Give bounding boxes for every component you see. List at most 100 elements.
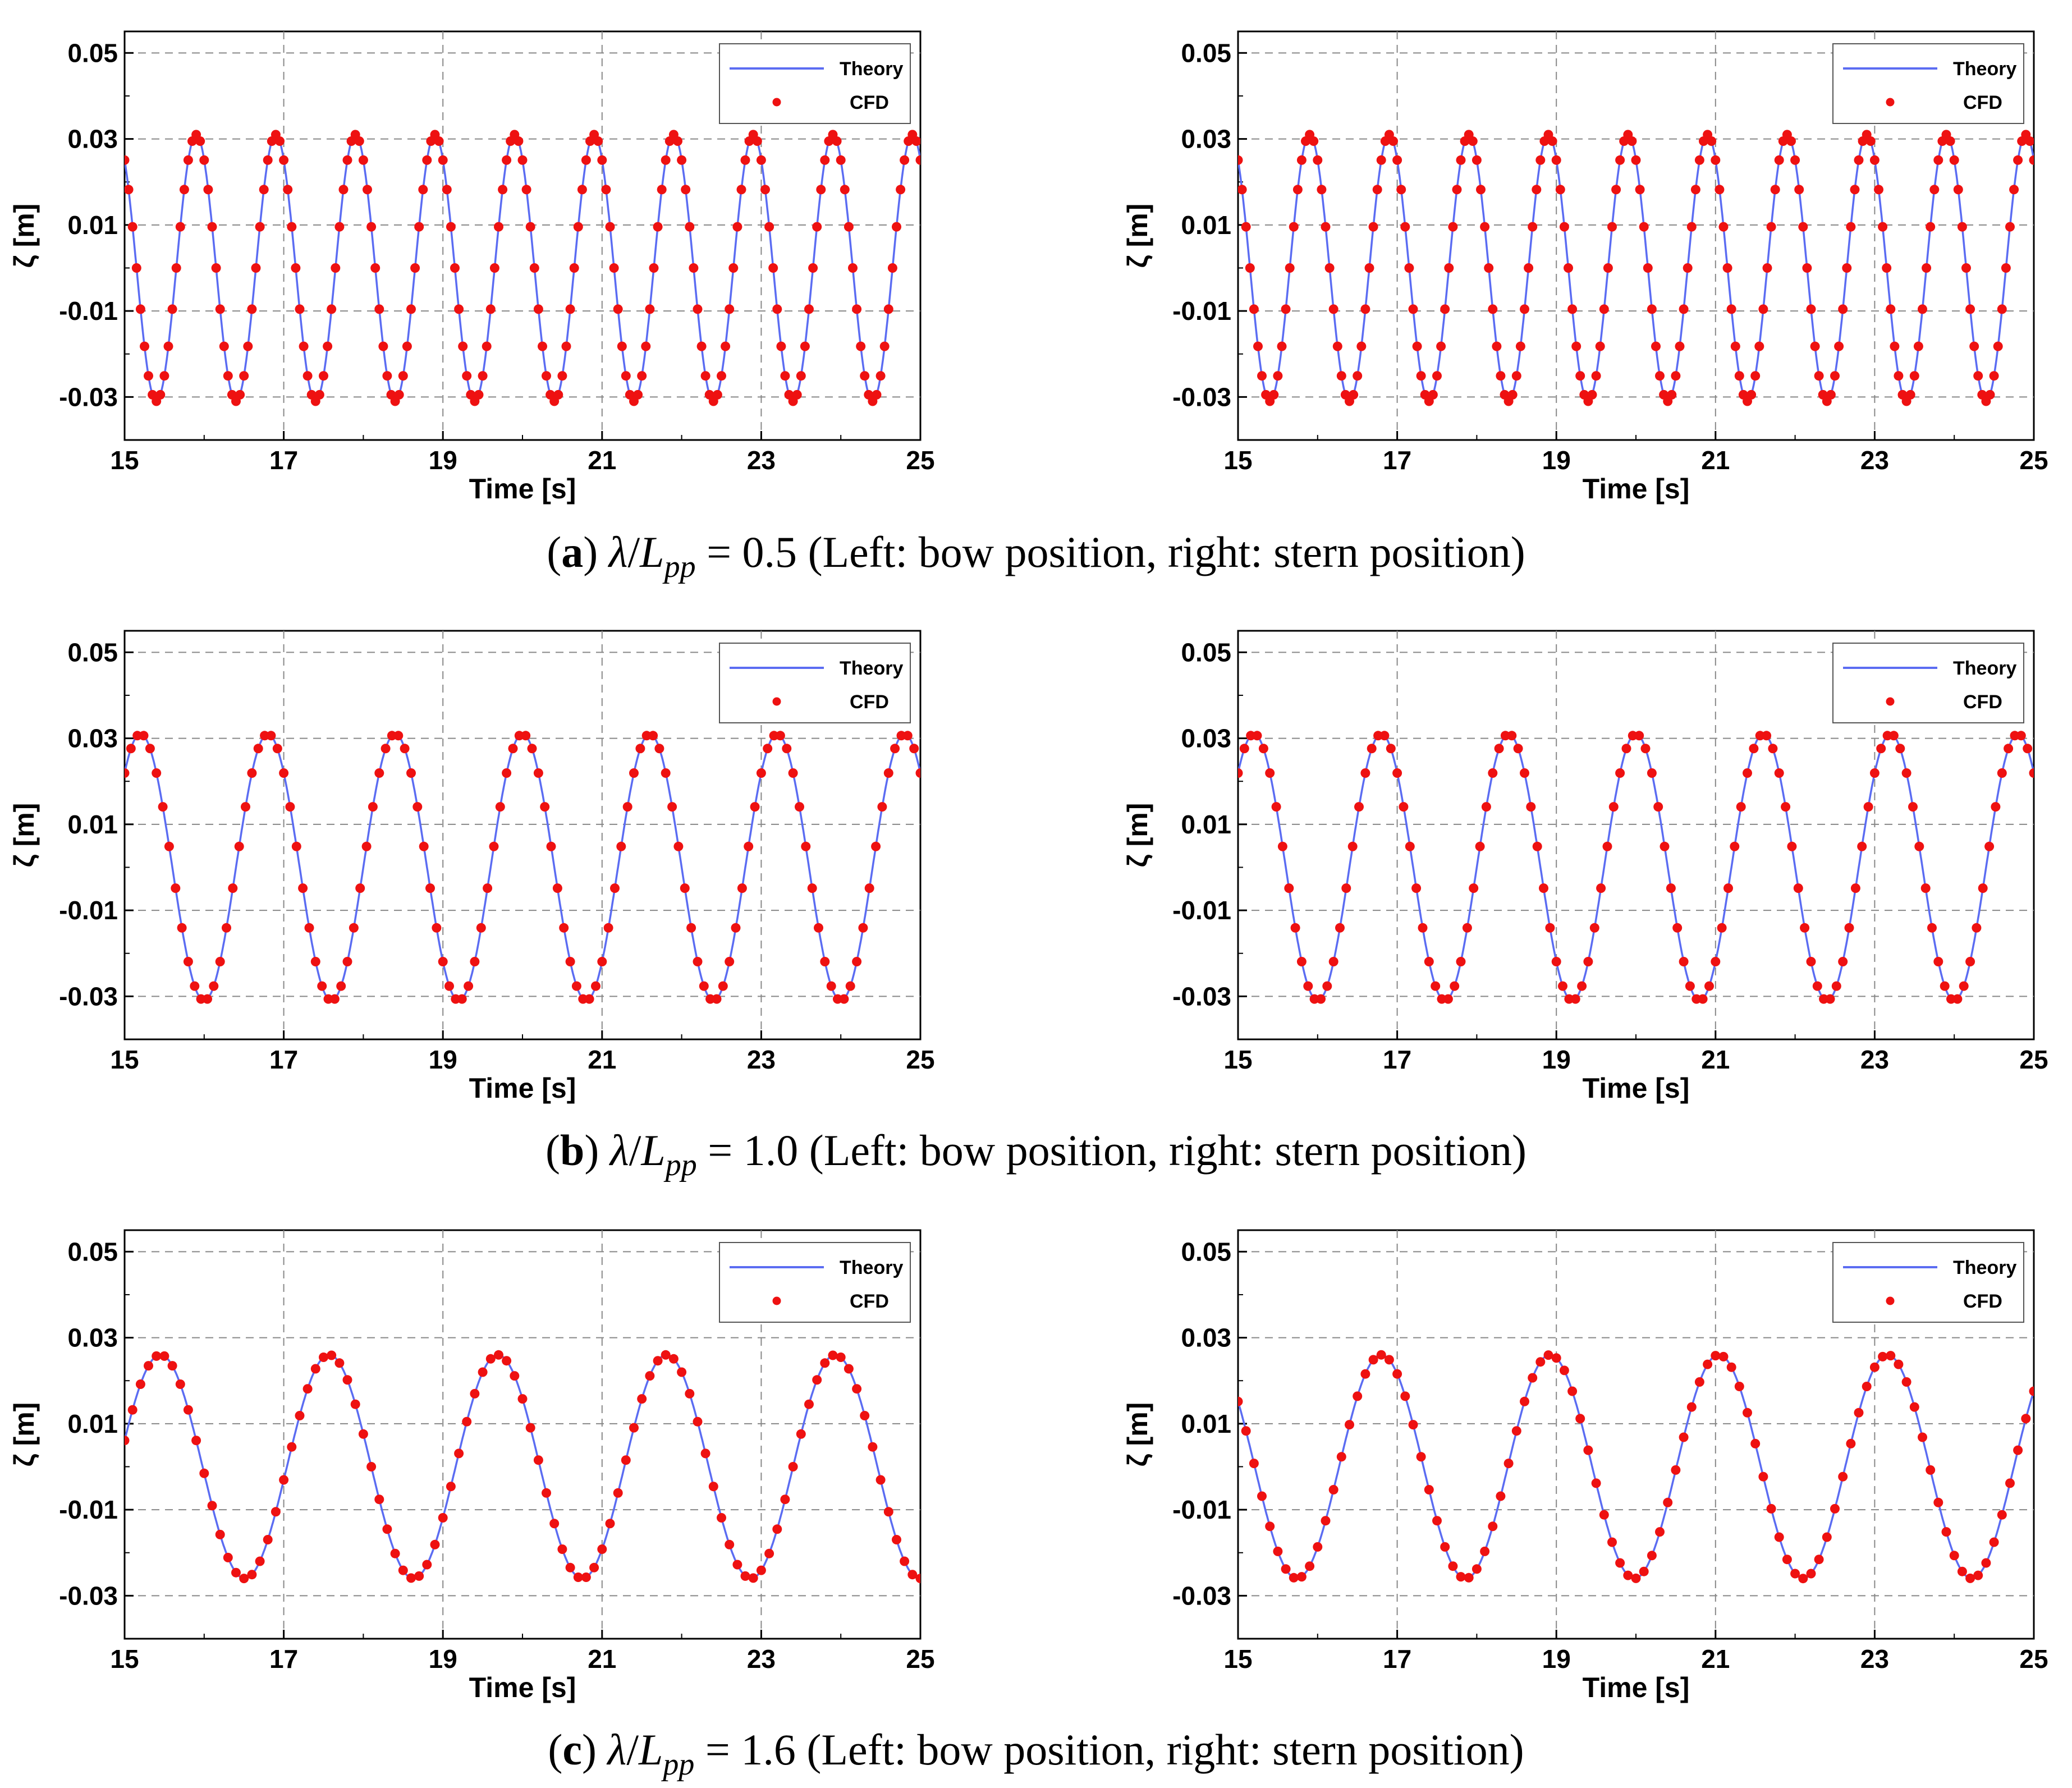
cfd-point	[856, 341, 866, 351]
cfd-point	[1555, 185, 1565, 195]
x-tick-label: 23	[747, 1045, 776, 1074]
cfd-point	[1863, 802, 1873, 812]
cfd-point	[1800, 923, 1810, 933]
cfd-point	[462, 1416, 472, 1427]
cfd-point	[718, 981, 728, 991]
cfd-point	[780, 371, 790, 381]
cfd-point	[442, 185, 452, 195]
cfd-point	[485, 1354, 496, 1364]
cfd-point	[1660, 841, 1670, 851]
cfd-point	[438, 1513, 448, 1523]
cfd-point	[446, 222, 456, 232]
cfd-point	[1511, 1426, 1521, 1436]
cfd-point	[1564, 263, 1573, 273]
cfd-point	[1973, 371, 1983, 381]
cfd-point	[478, 1367, 488, 1377]
y-tick-label: 0.03	[67, 125, 118, 154]
cfd-point	[1806, 304, 1816, 314]
cfd-point	[826, 981, 836, 991]
cfd-point	[1535, 1357, 1546, 1367]
cfd-point	[1830, 1503, 1840, 1514]
cfd-point	[1945, 136, 1955, 146]
cfd-point	[1812, 981, 1822, 991]
cfd-point	[1452, 185, 1462, 195]
y-tick-label: -0.03	[59, 382, 118, 411]
cfd-point	[374, 1494, 384, 1505]
x-axis-title: Time [s]	[1583, 1072, 1690, 1104]
cfd-point	[637, 371, 647, 381]
cfd-point	[1834, 341, 1844, 351]
cfd-point	[207, 1501, 217, 1511]
cfd-point	[358, 155, 368, 165]
cfd-point	[780, 1494, 790, 1505]
cfd-point	[1781, 802, 1791, 812]
cfd-point	[1443, 994, 1453, 1004]
cfd-point	[1822, 1532, 1832, 1542]
cfd-point	[677, 155, 687, 165]
cfd-point	[907, 1570, 918, 1580]
cfd-point	[1559, 222, 1569, 232]
cfd-point	[1551, 1353, 1561, 1363]
cfd-point	[1826, 389, 1836, 400]
cfd-point	[458, 341, 468, 351]
cfd-point	[890, 744, 900, 754]
cfd-point	[1464, 1572, 1474, 1583]
cfd-point	[1933, 1497, 1943, 1507]
cfd-point	[883, 304, 893, 314]
cfd-point	[1957, 222, 1967, 232]
caption-value: = 1.6	[694, 1725, 796, 1774]
cfd-point	[768, 263, 778, 273]
cfd-point	[1367, 744, 1377, 754]
cfd-point	[1711, 1351, 1721, 1361]
cfd-point	[1615, 1558, 1625, 1568]
cfd-point	[334, 1358, 345, 1368]
cfd-point	[1424, 1485, 1434, 1494]
chart-b-bow: 0.05 0.03 0.01 -0.01 -0.03 15 17 19 21 23 25 Time […	[8, 630, 935, 1104]
cfd-point	[287, 222, 297, 232]
cfd-point	[1913, 341, 1923, 351]
x-axis-title: Time [s]	[1583, 473, 1690, 505]
cfd-point	[291, 263, 301, 273]
cfd-point	[1480, 1546, 1490, 1556]
cfd-point	[860, 1411, 870, 1420]
cfd-point	[1602, 841, 1612, 851]
x-tick-label: 23	[747, 1644, 776, 1674]
x-tick-label: 15	[110, 1644, 139, 1674]
cfd-point	[1316, 994, 1326, 1004]
cfd-point	[127, 222, 137, 232]
cfd-point	[1277, 341, 1287, 351]
cfd-point	[1475, 841, 1485, 851]
cfd-point	[1666, 883, 1676, 893]
cfd-point	[406, 1573, 416, 1583]
cfd-point	[145, 744, 155, 754]
x-tick-label: 21	[1701, 1045, 1730, 1074]
cfd-point	[1929, 185, 1940, 195]
y-tick-label: 0.03	[1181, 1323, 1231, 1353]
cfd-point	[1909, 1402, 1919, 1412]
cfd-point	[2005, 222, 2015, 232]
legend-cfd-label: CFD	[850, 92, 889, 113]
cfd-point	[1831, 981, 1841, 991]
cfd-point	[756, 768, 766, 778]
cfd-point	[125, 155, 130, 165]
cfd-point	[231, 1567, 241, 1578]
cfd-point	[900, 1556, 910, 1566]
cfd-point	[508, 744, 518, 754]
cfd-point	[1758, 304, 1768, 314]
cfd-point	[1257, 1491, 1267, 1501]
cfd-point	[327, 1350, 337, 1360]
cfd-point	[1825, 994, 1835, 1004]
legend-cfd-label: CFD	[1963, 92, 2002, 113]
cfd-point	[414, 222, 424, 232]
cfd-point	[222, 923, 231, 933]
legend-theory-label: Theory	[1953, 658, 2016, 679]
cfd-point	[1253, 341, 1263, 351]
cfd-point	[571, 981, 581, 991]
cfd-point	[621, 1455, 631, 1465]
cfd-point	[645, 1371, 655, 1381]
cfd-point	[1949, 1551, 1959, 1561]
y-tick-label: -0.01	[1172, 896, 1231, 925]
cfd-point	[1711, 957, 1721, 966]
cfd-point	[155, 389, 166, 400]
cfd-point	[295, 1411, 305, 1420]
